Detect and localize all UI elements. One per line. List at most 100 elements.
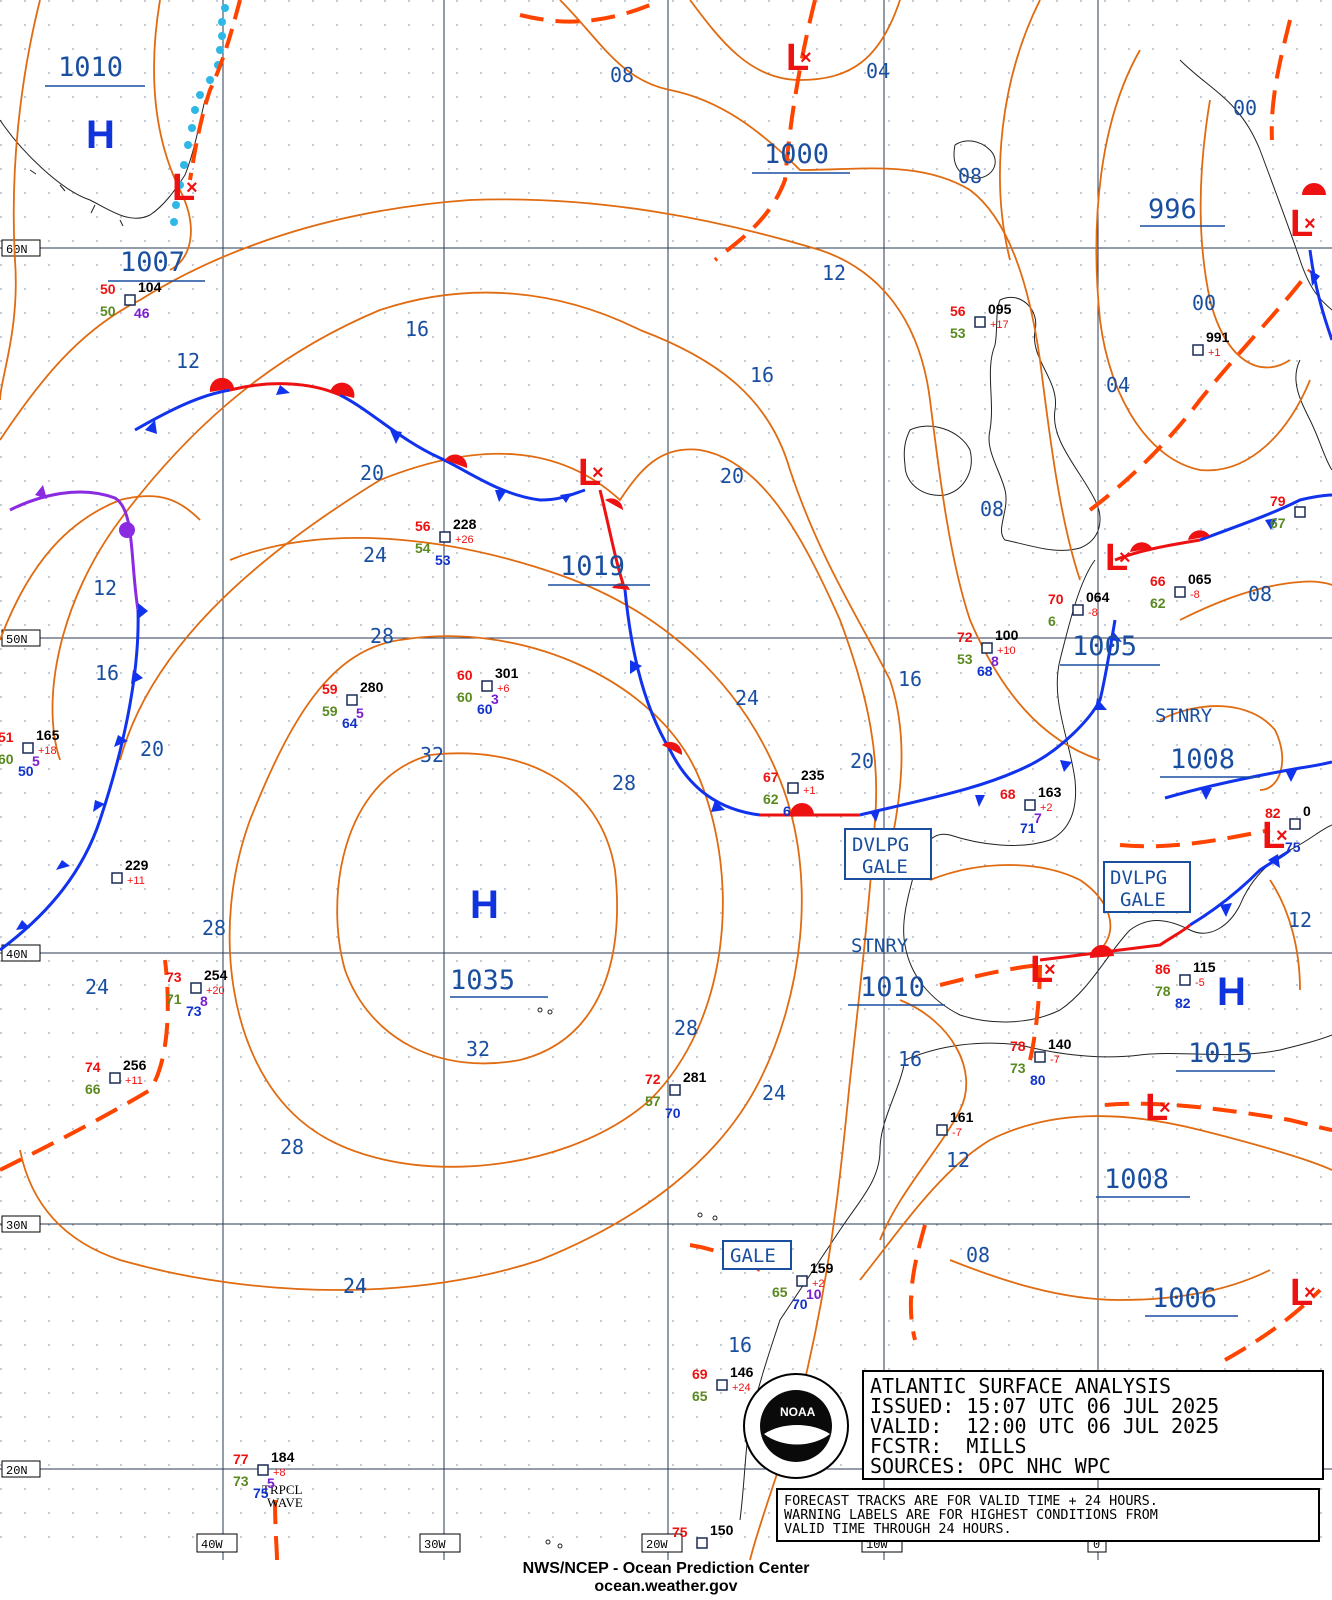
low-marker: L — [786, 37, 809, 79]
svg-text:08: 08 — [980, 497, 1004, 521]
pressure-value: 1019 — [560, 551, 625, 582]
pressure-value: 1015 — [1188, 1038, 1253, 1069]
svg-text:08: 08 — [1248, 582, 1272, 606]
grid-labels: 60N 50N 40N 30N 20N 40W 30W 20W 10W 0 — [1, 239, 1107, 1553]
station-marker — [1024, 799, 1036, 811]
station-pressure: 150 — [710, 1522, 734, 1538]
station-pressure: 301 — [495, 665, 519, 681]
svg-text:16: 16 — [750, 363, 774, 387]
station-visibility: 53 — [435, 552, 451, 568]
station-marker — [796, 1275, 808, 1287]
station-pressure: 163 — [1038, 784, 1062, 800]
svg-text:28: 28 — [202, 916, 226, 940]
station-pressure: 991 — [1206, 329, 1230, 345]
station-marker — [1179, 974, 1191, 986]
svg-text:08: 08 — [966, 1243, 990, 1267]
station-dewpoint: 59 — [322, 703, 338, 719]
station-visibility: 6 — [783, 803, 791, 819]
isobar-04-east — [1095, 49, 1311, 472]
station-pressure: 161 — [950, 1109, 974, 1125]
low-marker: L — [1030, 949, 1053, 991]
pressure-value: 1007 — [120, 247, 185, 278]
svg-text:00: 00 — [1192, 291, 1216, 315]
station-tendency: -7 — [952, 1127, 962, 1139]
station-dewpoint: 60 — [457, 689, 473, 705]
station-temp: 70 — [1048, 591, 1064, 607]
station-marker — [1072, 604, 1084, 616]
station-marker — [1192, 344, 1204, 356]
station-pressure: 165 — [36, 727, 60, 743]
pressure-labels — [45, 85, 1275, 1317]
station-temp: 51 — [0, 729, 14, 745]
credit-url[interactable]: ocean.weather.gov — [594, 1578, 738, 1595]
svg-text:28: 28 — [674, 1016, 698, 1040]
high-marker: H — [470, 883, 499, 927]
station-marker — [1294, 506, 1306, 518]
station-visibility: 82 — [1175, 995, 1191, 1011]
station-tendency: +11 — [127, 875, 145, 887]
svg-text:12: 12 — [1288, 908, 1312, 932]
low-marker: L — [1290, 203, 1313, 245]
isobar-12-atlantic-west — [0, 495, 201, 641]
svg-text:×: × — [800, 47, 812, 69]
station-visibility: 75 — [253, 1485, 269, 1501]
station-weather: 5 — [356, 705, 364, 721]
high-symbols: H H H — [86, 113, 1246, 1014]
station-pressure: 140 — [1048, 1036, 1072, 1052]
lon-label-40w: 40W — [201, 1538, 223, 1552]
warning-dvlpg-gale: GALE — [862, 856, 908, 878]
station-marker — [124, 294, 136, 306]
svg-text:32: 32 — [420, 743, 444, 767]
svg-text:12: 12 — [176, 349, 200, 373]
high-marker: H — [86, 113, 115, 157]
station-marker — [981, 642, 993, 654]
station-pressure: 095 — [988, 301, 1012, 317]
station-pressure: 184 — [271, 1449, 295, 1465]
station-pressure: 281 — [683, 1069, 707, 1085]
note-line: FORECAST TRACKS ARE FOR VALID TIME + 24 … — [784, 1493, 1158, 1509]
station-tendency: +24 — [732, 1382, 751, 1394]
isobar-16-west — [51, 291, 641, 761]
isobar-08-north — [559, 0, 1081, 581]
station-tendency: +6 — [497, 683, 510, 695]
svg-text:24: 24 — [343, 1274, 367, 1298]
low-marker: L — [1262, 815, 1285, 857]
station-tendency: +11 — [125, 1075, 143, 1087]
station-weather: 8 — [991, 653, 999, 669]
station-visibility: 80 — [1030, 1072, 1046, 1088]
station-pressure: 146 — [730, 1364, 754, 1380]
svg-text:24: 24 — [85, 975, 109, 999]
pressure-value: 1008 — [1170, 744, 1235, 775]
station-marker — [1034, 1051, 1046, 1063]
lon-label-30w: 30W — [424, 1538, 446, 1552]
svg-text:08: 08 — [958, 164, 982, 188]
svg-text:04: 04 — [866, 59, 890, 83]
station-temp: 75 — [672, 1524, 688, 1540]
station-temp: 60 — [457, 667, 473, 683]
station-pressure: 228 — [453, 516, 477, 532]
isobar-04 — [689, 0, 901, 81]
lat-label-30n: 30N — [6, 1219, 28, 1233]
svg-text:20: 20 — [720, 464, 744, 488]
station-marker — [787, 782, 799, 794]
station-tendency: +17 — [990, 319, 1009, 331]
front-label-stnry: STNRY — [851, 935, 909, 957]
station-visibility: 73 — [186, 1003, 202, 1019]
svg-text:×: × — [1119, 547, 1131, 569]
station-tendency: +2 — [1040, 802, 1053, 814]
station-marker — [1174, 586, 1186, 598]
lat-label-20n: 20N — [6, 1464, 28, 1478]
station-dewpoint: 73 — [233, 1473, 249, 1489]
pressure-value: 1000 — [764, 139, 829, 170]
front-labels: STNRY STNRY TRPCL WAVE — [262, 705, 1213, 1510]
station-pressure: 0 — [1303, 803, 1311, 819]
pressure-value: 1006 — [1152, 1283, 1217, 1314]
warning-labels: DVLPG GALE DVLPG GALE GALE — [722, 828, 1191, 1270]
station-dewpoint: 73 — [1010, 1060, 1026, 1076]
station-marker — [716, 1379, 728, 1391]
low-marker: L — [578, 452, 601, 494]
station-dewpoint: 62 — [763, 791, 779, 807]
svg-text:20: 20 — [140, 737, 164, 761]
